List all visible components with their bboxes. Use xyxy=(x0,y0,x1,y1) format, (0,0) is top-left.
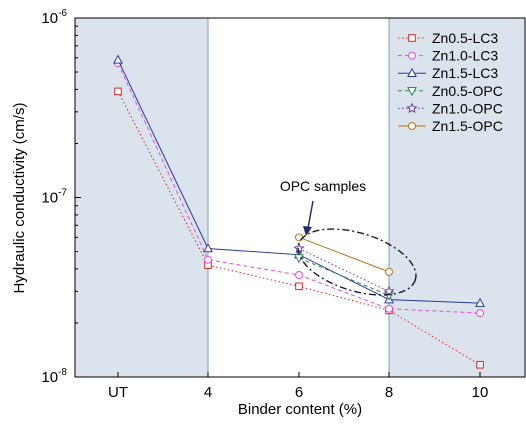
x-tick-label: 6 xyxy=(295,384,303,401)
data-point xyxy=(475,297,485,307)
opc-samples-callout: OPC samples xyxy=(280,178,417,296)
y-tick-label: 10-6 xyxy=(41,8,67,27)
data-point xyxy=(407,67,417,77)
data-point xyxy=(407,87,417,97)
legend-entry: Zn1.0-OPC xyxy=(398,100,503,116)
x-axis-label: Binder content (%) xyxy=(238,401,362,418)
legend-label: Zn1.5-LC3 xyxy=(432,65,498,81)
legend: Zn0.5-LC3Zn1.0-LC3Zn1.5-LC3Zn0.5-OPCZn1.… xyxy=(398,30,503,134)
opc-samples-arrowhead xyxy=(303,226,312,236)
data-point xyxy=(408,51,416,60)
series-Zn1.0-OPC xyxy=(293,242,395,297)
shaded-regions xyxy=(75,18,525,377)
data-point xyxy=(203,243,213,253)
opc-samples-ellipse xyxy=(297,228,417,296)
legend-label: Zn1.0-OPC xyxy=(432,100,503,116)
legend-entry: Zn1.0-LC3 xyxy=(398,48,498,64)
legend-entry: Zn1.5-OPC xyxy=(398,118,503,134)
y-axis-label: Hydraulic conductivity (cm/s) xyxy=(11,103,28,294)
data-point xyxy=(385,267,393,276)
axes: UT 4 6 8 10 10-8 10-7 10-6 xyxy=(41,8,488,401)
data-point xyxy=(476,309,484,318)
legend-entry: Zn0.5-OPC xyxy=(398,83,503,99)
data-point xyxy=(476,360,484,369)
series-line xyxy=(298,248,390,292)
data-point xyxy=(408,122,416,130)
legend-label: Zn1.0-LC3 xyxy=(432,48,498,64)
series-Zn1.5-OPC xyxy=(295,233,393,276)
y-tick-label: 10-7 xyxy=(41,188,67,207)
legend-entry: Zn1.5-LC3 xyxy=(398,65,498,81)
data-point xyxy=(385,304,393,313)
data-point xyxy=(114,87,122,96)
legend-entry: Zn0.5-LC3 xyxy=(398,30,498,46)
opc-samples-arrow xyxy=(307,200,314,229)
data-point xyxy=(293,242,305,254)
x-tick-label: 8 xyxy=(385,384,393,401)
shaded-region-1 xyxy=(389,18,525,377)
data-point xyxy=(295,271,303,280)
data-point xyxy=(113,54,123,64)
data-point xyxy=(406,102,418,114)
legend-label: Zn1.5-OPC xyxy=(432,118,503,134)
x-tick-label: UT xyxy=(108,384,128,401)
data-point xyxy=(204,255,212,264)
y-tick-label: 10-8 xyxy=(41,367,67,386)
shaded-region-0 xyxy=(75,18,208,377)
data-point xyxy=(408,34,416,42)
data-point xyxy=(295,282,303,291)
series-line xyxy=(298,236,390,273)
legend-label: Zn0.5-OPC xyxy=(432,83,503,99)
data-point xyxy=(383,285,395,297)
series-layer xyxy=(113,54,485,369)
legend-label: Zn0.5-LC3 xyxy=(432,30,498,46)
x-tick-label: 10 xyxy=(472,384,489,401)
x-tick-label: 4 xyxy=(204,384,212,401)
opc-samples-label: OPC samples xyxy=(280,178,366,194)
series-line xyxy=(298,257,390,296)
